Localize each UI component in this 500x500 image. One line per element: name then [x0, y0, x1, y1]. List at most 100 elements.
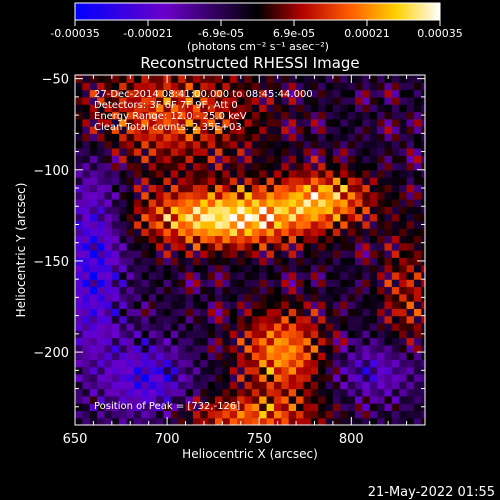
heatmap-cell — [355, 126, 363, 134]
heatmap-cell — [413, 89, 422, 98]
heatmap-cell — [318, 82, 327, 91]
heatmap-cell — [104, 257, 113, 266]
heatmap-cell — [318, 279, 327, 288]
heatmap-cell — [266, 250, 275, 258]
heatmap-cell — [318, 271, 327, 280]
heatmap-cell — [104, 191, 113, 200]
heatmap-cell — [369, 220, 378, 229]
heatmap-cell — [391, 235, 400, 244]
heatmap-cell — [141, 337, 150, 346]
heatmap-cell — [340, 206, 349, 215]
heatmap-cell — [104, 118, 113, 127]
heatmap-cell — [266, 228, 275, 237]
heatmap-cell — [310, 337, 319, 346]
heatmap-cell — [281, 381, 290, 390]
heatmap-cell — [97, 344, 106, 353]
heatmap-cell — [399, 257, 408, 266]
heatmap-cell — [296, 140, 305, 149]
heatmap-cell — [251, 104, 260, 113]
heatmap-cell — [391, 417, 400, 425]
heatmap-cell — [355, 162, 363, 171]
heatmap-cell — [303, 147, 312, 156]
heatmap-cell — [332, 337, 341, 346]
heatmap-cell — [141, 279, 150, 288]
heatmap-cell — [377, 184, 386, 193]
heatmap-cell — [148, 133, 157, 142]
heatmap-cell — [406, 126, 415, 134]
heatmap-cell — [111, 191, 120, 200]
heatmap-cell — [200, 198, 209, 207]
heatmap-cell — [119, 133, 128, 142]
heatmap-cell — [207, 322, 216, 331]
heatmap-cell — [178, 126, 187, 134]
heatmap-cell — [82, 352, 91, 360]
heatmap-cell — [222, 126, 231, 134]
heatmap-cell — [413, 388, 422, 397]
heatmap-cell — [126, 410, 135, 419]
heatmap-cell — [332, 264, 341, 273]
heatmap-cell — [163, 410, 172, 419]
x-tick-label: 700 — [155, 432, 180, 447]
heatmap-cell — [362, 279, 371, 288]
heatmap-cell — [303, 403, 312, 412]
heatmap-cell — [244, 410, 253, 419]
heatmap-cell — [251, 410, 260, 419]
heatmap-cell — [303, 257, 312, 266]
heatmap-cell — [82, 410, 91, 419]
heatmap-cell — [178, 271, 187, 280]
heatmap-cell — [310, 293, 319, 302]
heatmap-cell — [296, 410, 305, 419]
heatmap-cell — [119, 206, 128, 215]
heatmap-cell — [207, 140, 216, 149]
heatmap-cell — [406, 82, 415, 91]
heatmap-cell — [369, 155, 378, 164]
heatmap-cell — [303, 417, 312, 425]
heatmap-cell — [82, 315, 91, 324]
heatmap-cell — [111, 322, 120, 331]
heatmap-cell — [119, 228, 128, 237]
heatmap-cell — [266, 75, 275, 83]
heatmap-cell — [170, 250, 179, 258]
heatmap-cell — [192, 213, 201, 222]
heatmap-cell — [251, 352, 260, 360]
heatmap-cell — [421, 118, 425, 127]
heatmap-cell — [82, 155, 91, 164]
heatmap-cell — [303, 308, 312, 317]
heatmap-cell — [259, 104, 268, 113]
heatmap-cell — [384, 286, 393, 295]
heatmap-cell — [222, 235, 231, 244]
heatmap-cell — [119, 286, 128, 295]
heatmap-cell — [97, 381, 106, 390]
heatmap-cell — [111, 111, 120, 120]
heatmap-cell — [170, 344, 179, 353]
heatmap-cell — [377, 147, 386, 156]
heatmap-cell — [97, 264, 106, 273]
heatmap-cell — [281, 322, 290, 331]
heatmap-cell — [421, 191, 425, 200]
heatmap-cell — [97, 257, 106, 266]
heatmap-cell — [215, 359, 223, 368]
heatmap-cell — [288, 184, 297, 193]
heatmap-cell — [347, 250, 356, 258]
heatmap-cell — [421, 198, 425, 207]
heatmap-cell — [377, 250, 386, 258]
heatmap-cell — [148, 235, 157, 244]
heatmap-cell — [97, 279, 106, 288]
heatmap-cell — [325, 177, 334, 185]
heatmap-cell — [377, 140, 386, 149]
heatmap-cell — [163, 366, 172, 375]
heatmap-cell — [200, 322, 209, 331]
heatmap-cell — [170, 352, 179, 360]
heatmap-cell — [141, 242, 150, 251]
heatmap-cell — [259, 82, 268, 91]
heatmap-cell — [347, 140, 356, 149]
heatmap-cell — [340, 315, 349, 324]
heatmap-cell — [413, 235, 422, 244]
heatmap-cell — [281, 242, 290, 251]
heatmap-cell — [104, 89, 113, 98]
heatmap-cell — [178, 89, 187, 98]
heatmap-cell — [192, 155, 201, 164]
heatmap-cell — [75, 213, 83, 222]
heatmap-cell — [377, 330, 386, 339]
heatmap-cell — [288, 330, 297, 339]
